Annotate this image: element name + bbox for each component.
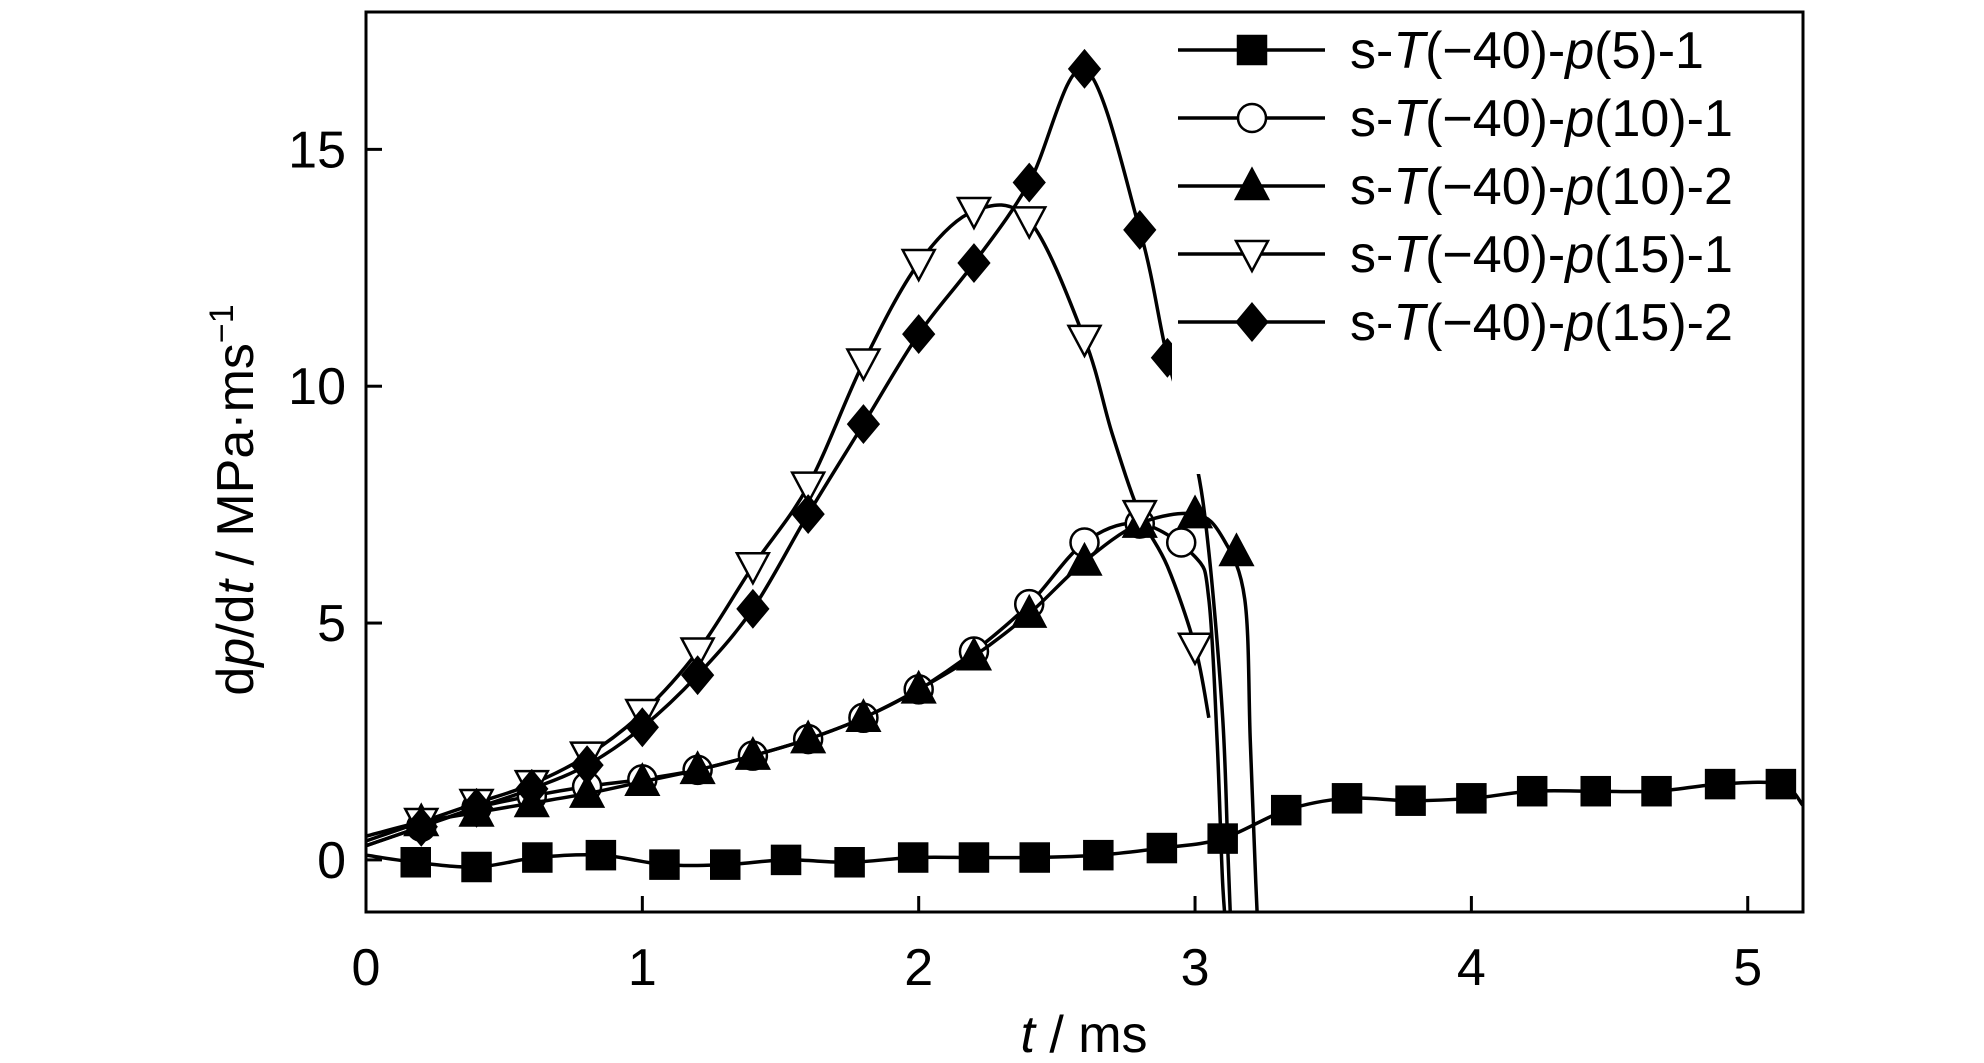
legend-entry: s-T(−40)-p(15)-1 — [1178, 226, 1733, 284]
series-point — [1066, 541, 1103, 576]
series-point — [900, 248, 937, 283]
series-point — [1165, 527, 1197, 558]
series-2 — [366, 508, 1227, 912]
series-point — [846, 404, 881, 445]
legend-box — [1172, 14, 1800, 474]
series-point — [791, 494, 825, 535]
y-tick-label: 5 — [317, 595, 346, 653]
series-point — [734, 736, 771, 770]
series-point — [957, 243, 991, 284]
plot-frame — [364, 10, 1805, 914]
series-point — [900, 669, 937, 704]
series-point — [1146, 832, 1178, 864]
series-point — [1121, 499, 1158, 534]
series-point — [400, 847, 431, 878]
x-tick-label: 2 — [904, 939, 933, 997]
series-point — [1580, 775, 1611, 807]
series-point — [585, 839, 617, 871]
series-point — [955, 196, 993, 231]
series-point — [1456, 783, 1487, 814]
legend-label: s-T(−40)-p(15)-2 — [1350, 294, 1733, 352]
y-tick-label: 10 — [288, 358, 346, 416]
series-point — [1012, 162, 1046, 203]
series-point — [1123, 209, 1157, 250]
series-layer — [366, 48, 1803, 912]
series-point — [1331, 783, 1363, 814]
legend-label: s-T(−40)-p(10)-2 — [1350, 158, 1733, 216]
series-point — [1011, 593, 1048, 628]
y-tick-label: 15 — [288, 121, 346, 179]
series-5 — [366, 48, 1232, 912]
series-point — [710, 849, 741, 880]
legend-marker — [1236, 34, 1268, 66]
series-3 — [366, 494, 1259, 912]
series-point — [790, 471, 827, 506]
legend-entry: s-T(−40)-p(5)-1 — [1178, 22, 1704, 80]
series-1 — [366, 768, 1803, 883]
series-point — [1218, 532, 1255, 567]
legend-marker — [1236, 102, 1268, 134]
series-point — [845, 698, 882, 733]
legend-label: s-T(−40)-p(15)-1 — [1350, 226, 1733, 284]
series-point — [1066, 324, 1103, 359]
series-line — [366, 511, 1259, 912]
series-point — [515, 768, 549, 809]
series-point — [459, 787, 494, 828]
series-point — [958, 842, 990, 873]
legend-marker — [1235, 302, 1269, 342]
x-tick-label: 4 — [1457, 939, 1486, 997]
series-point — [1641, 775, 1672, 807]
series-point — [404, 806, 438, 847]
x-tick-label: 1 — [628, 939, 657, 997]
x-axis-title: t / ms — [1020, 1006, 1147, 1063]
legend-entry: s-T(−40)-p(10)-2 — [1178, 158, 1733, 216]
series-point — [1270, 794, 1302, 826]
series-point — [1765, 768, 1797, 800]
series-point — [902, 314, 936, 355]
series-point — [679, 750, 716, 785]
series-point — [522, 842, 553, 873]
series-point — [649, 849, 680, 880]
legend-entry: s-T(−40)-p(15)-2 — [1178, 294, 1733, 352]
series-point — [736, 588, 770, 629]
legend-label: s-T(−40)-p(5)-1 — [1350, 22, 1704, 80]
series-point — [1067, 48, 1102, 89]
series-point — [1176, 632, 1214, 667]
series-point — [1083, 839, 1114, 871]
series-point — [845, 348, 882, 383]
series-point — [680, 655, 715, 696]
x-tick-label: 3 — [1181, 939, 1210, 997]
series-point — [568, 773, 606, 808]
legend-marker — [1233, 239, 1271, 274]
legend-marker — [1233, 166, 1271, 201]
series-point — [570, 745, 604, 786]
series-line — [366, 521, 1227, 912]
series-point — [461, 851, 492, 883]
series-point — [624, 762, 661, 796]
y-tick-label: 0 — [317, 832, 346, 890]
legend-entry: s-T(−40)-p(10)-1 — [1178, 90, 1733, 148]
series-point — [1019, 842, 1051, 873]
x-axis: 0 1 2 3 4 5 — [352, 896, 1762, 997]
series-point — [1516, 775, 1548, 807]
x-tick-label: 0 — [352, 939, 381, 997]
series-point — [790, 719, 827, 754]
x-tick-label: 5 — [1733, 939, 1762, 997]
series-point — [734, 551, 771, 586]
y-axis: 0 5 10 15 — [288, 121, 382, 890]
legend-label: s-T(−40)-p(10)-1 — [1350, 90, 1733, 148]
y-axis-title: dp/dt / MPa·ms−1 — [203, 304, 265, 695]
series-point — [834, 847, 865, 878]
series-point — [625, 707, 659, 748]
series-point — [679, 637, 716, 672]
series-point — [1704, 768, 1736, 800]
series-point — [1395, 785, 1426, 816]
legend: s-T(−40)-p(5)-1 s-T(−40)-p(10)-1 s-T(−40)-… — [1172, 14, 1800, 474]
series-point — [955, 636, 993, 671]
series-point — [770, 844, 802, 876]
series-point — [897, 842, 929, 873]
series-point — [1011, 206, 1048, 241]
